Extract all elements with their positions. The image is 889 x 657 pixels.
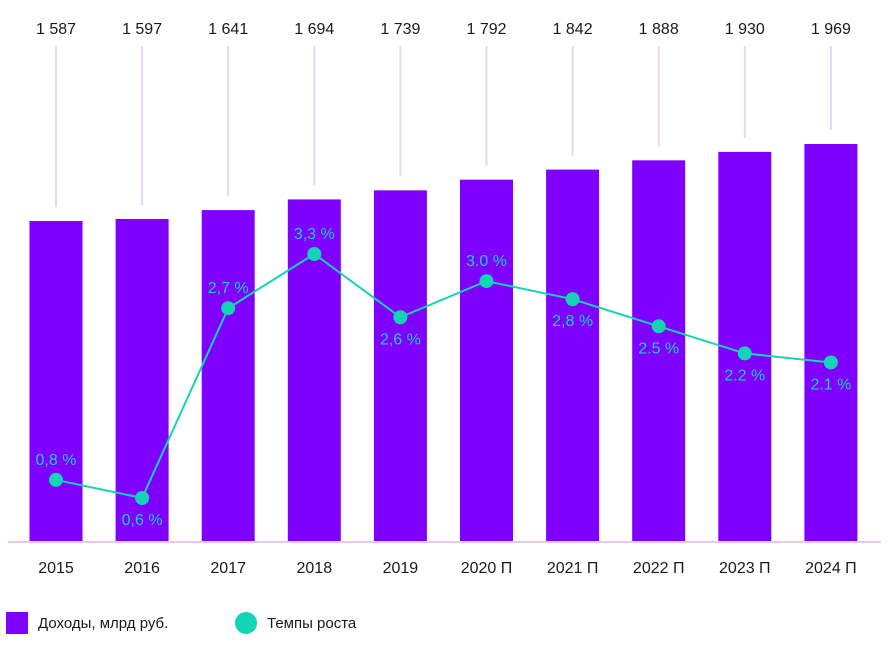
legend-label-growth: Темпы роста (267, 614, 357, 632)
growth-value-label: 2.5 % (638, 340, 679, 357)
bar-value-label: 1 792 (466, 21, 506, 38)
legend-dot-icon (235, 612, 257, 634)
legend: Доходы, млрд руб. Темпы роста (0, 612, 889, 642)
bar-value-label: 1 842 (553, 21, 593, 38)
x-tick-label: 2023 П (719, 560, 771, 577)
x-tick-label: 2019 (383, 560, 419, 577)
growth-point (307, 247, 322, 261)
growth-value-label: 2.2 % (724, 367, 765, 384)
growth-value-label: 2,8 % (552, 313, 593, 330)
x-tick-label: 2020 П (461, 560, 513, 577)
legend-label-income: Доходы, млрд руб. (38, 614, 169, 632)
bar-series (29, 144, 858, 543)
bar-value-label: 1 597 (122, 21, 162, 38)
growth-value-label: 3,3 % (294, 226, 335, 243)
bar (29, 221, 83, 542)
growth-value-label: 2,6 % (380, 331, 421, 348)
bar-value-label: 1 888 (639, 21, 679, 38)
x-tick-label: 2022 П (633, 560, 685, 577)
growth-point (135, 491, 150, 505)
growth-points (49, 247, 838, 505)
value-labels: 1 587 1 597 1 641 1 694 1 739 1 792 1 842 1 888… (36, 21, 851, 38)
growth-labels: 0,8 % 0,6 % 2,7 % 3,3 % 2,6 % 3.0 % 2,8 % 2.5 %… (36, 226, 852, 529)
x-tick-label: 2015 (38, 560, 74, 577)
growth-point (479, 274, 494, 289)
bar-value-label: 1 587 (36, 21, 76, 38)
bar (460, 179, 513, 542)
bar-value-label: 1 969 (811, 21, 851, 38)
bar-value-label: 1 930 (725, 21, 765, 38)
bar (115, 218, 169, 542)
x-tick-label: 2016 (124, 560, 160, 577)
growth-point (221, 301, 236, 316)
x-tick-labels: 2015 2016 2017 2018 2019 2020 П 2021 П 2022 П 20… (38, 560, 856, 577)
growth-point (393, 310, 408, 325)
bar-value-label: 1 641 (208, 21, 248, 38)
x-tick-label: 2018 (297, 560, 333, 577)
growth-value-label: 3.0 % (466, 253, 507, 270)
x-tick-label: 2024 П (805, 560, 857, 577)
growth-point (651, 319, 666, 334)
bar (373, 190, 427, 542)
x-tick-label: 2021 П (547, 560, 599, 577)
bar (632, 160, 686, 543)
growth-value-label: 2,7 % (208, 280, 249, 297)
bar (804, 144, 858, 542)
chart-svg: 1 587 1 597 1 641 1 694 1 739 1 792 1 842 1 888… (8, 21, 881, 577)
bar (546, 169, 600, 542)
growth-point (49, 472, 63, 487)
growth-point (737, 346, 752, 361)
legend-swatch-icon (6, 612, 28, 634)
growth-value-label: 2.1 % (810, 376, 851, 393)
legend-item-growth: Темпы роста (235, 612, 356, 634)
bar-value-label: 1 739 (380, 21, 420, 38)
growth-value-label: 0,6 % (122, 512, 163, 529)
growth-point (823, 355, 838, 370)
growth-value-label: 0,8 % (36, 452, 77, 469)
bar (201, 210, 255, 543)
value-stems (55, 46, 832, 207)
growth-line (55, 252, 832, 500)
x-tick-label: 2017 (210, 560, 246, 577)
bar-value-label: 1 694 (294, 21, 334, 38)
growth-point (565, 292, 580, 307)
legend-item-income: Доходы, млрд руб. (6, 612, 168, 634)
